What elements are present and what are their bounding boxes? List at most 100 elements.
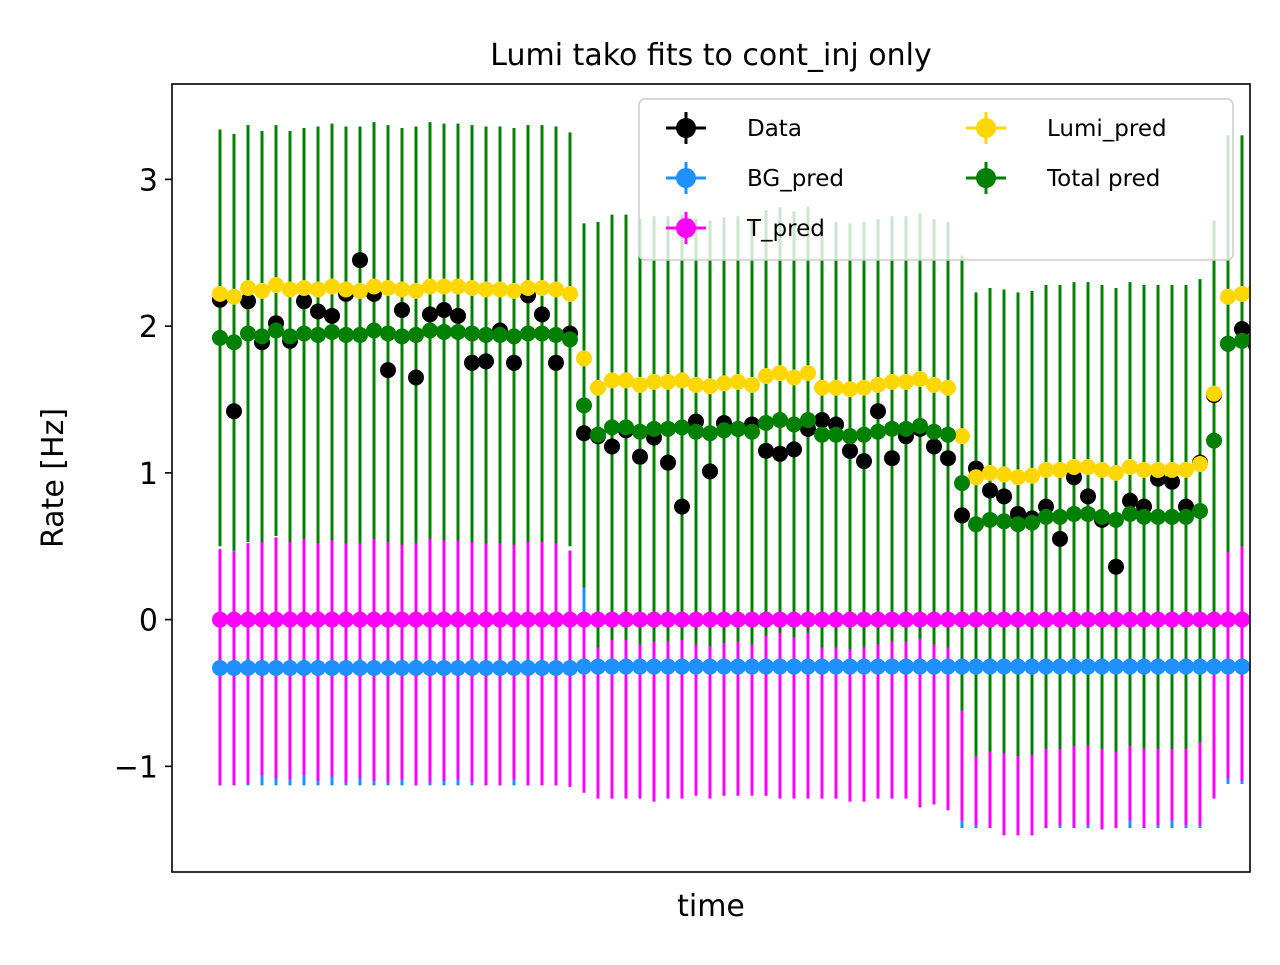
data-point [464, 354, 480, 371]
lumi-pred-point [940, 379, 956, 396]
data-point [226, 403, 242, 420]
bg-pred-point [1024, 658, 1040, 675]
bg-pred-point [716, 658, 732, 675]
total-pred-point [492, 326, 508, 343]
bg-pred-point [1066, 658, 1082, 675]
bg-pred-point [226, 660, 242, 677]
lumi-pred-point [366, 278, 382, 295]
t-pred-point [926, 611, 942, 628]
lumi-pred-point [450, 278, 466, 295]
data-point [324, 307, 340, 324]
bg-pred-point [814, 658, 830, 675]
bg-pred-point [884, 658, 900, 675]
lumi-pred-point [576, 350, 592, 367]
total-pred-point [744, 423, 760, 440]
data-point [842, 442, 858, 459]
t-pred-point [1234, 611, 1250, 628]
lumi-pred-point [408, 282, 424, 299]
bg-pred-point [688, 658, 704, 675]
t-pred-point [506, 611, 522, 628]
bg-pred-point [1164, 658, 1180, 675]
total-pred-point [324, 323, 340, 340]
lumi-pred-point [604, 372, 620, 389]
y-tick-label: 0 [139, 604, 158, 639]
lumi-pred-point [1122, 458, 1138, 475]
bg-pred-point [422, 660, 438, 677]
total-pred-point [772, 412, 788, 429]
t-pred-point [660, 611, 676, 628]
t-pred-point [954, 611, 970, 628]
bg-pred-point [520, 660, 536, 677]
bg-pred-point [604, 658, 620, 675]
bg-pred-point [744, 658, 760, 675]
bg-pred-points [212, 658, 1250, 677]
total-pred-point [786, 416, 802, 433]
bg-pred-point [1220, 658, 1236, 675]
t-pred-point [408, 611, 424, 628]
lumi-pred-point [1010, 469, 1026, 486]
t-pred-point [842, 611, 858, 628]
data-point [1234, 321, 1250, 338]
bg-pred-point [534, 660, 550, 677]
t-pred-point [772, 611, 788, 628]
total-pred-point [310, 326, 326, 343]
lumi-pred-point [982, 464, 998, 481]
lumi-pred-point [1164, 461, 1180, 478]
t-pred-point [1192, 611, 1208, 628]
data-point [1164, 473, 1180, 490]
total-pred-point [856, 426, 872, 443]
t-pred-point [562, 611, 578, 628]
total-pred-point [422, 322, 438, 339]
bg-pred-point [660, 658, 676, 675]
bg-pred-point [828, 658, 844, 675]
bg-pred-point [268, 660, 284, 677]
t-pred-point [282, 611, 298, 628]
data-point [478, 353, 494, 370]
data-point [576, 425, 592, 442]
t-pred-point [786, 611, 802, 628]
t-pred-point [268, 611, 284, 628]
bg-pred-point [632, 658, 648, 675]
lumi-pred-point [968, 469, 984, 486]
lumi-pred-point [884, 373, 900, 390]
bg-pred-point [1108, 658, 1124, 675]
bg-pred-point [590, 658, 606, 675]
chart-title: Lumi tako fits to cont_inj only [490, 38, 931, 73]
lumi-pred-point [688, 376, 704, 393]
lumi-pred-point [1150, 461, 1166, 478]
lumi-pred-point [954, 428, 970, 445]
t-pred-point [366, 611, 382, 628]
total-pred-point [912, 417, 928, 434]
t-pred-point [436, 611, 452, 628]
t-pred-point [688, 611, 704, 628]
t-pred-point [968, 611, 984, 628]
lumi-pred-point [562, 285, 578, 302]
data-point [380, 362, 396, 379]
legend-label: Total pred [1046, 166, 1160, 192]
t-pred-point [912, 611, 928, 628]
lumi-pred-point [352, 282, 368, 299]
t-pred-point [1038, 611, 1054, 628]
total-pred-point [548, 326, 564, 343]
lumi-pred-point [926, 376, 942, 393]
lumi-pred-point [282, 281, 298, 298]
total-pred-point [212, 329, 228, 346]
data-point [996, 488, 1012, 505]
total-pred-point [562, 331, 578, 348]
t-pred-point [646, 611, 662, 628]
bg-pred-point [954, 658, 970, 675]
total-pred-point [884, 420, 900, 437]
bg-pred-point [324, 660, 340, 677]
bg-pred-point [408, 660, 424, 677]
bg-pred-point [730, 658, 746, 675]
lumi-pred-point [1192, 456, 1208, 473]
y-tick-label: 1 [139, 457, 158, 492]
total-pred-point [450, 323, 466, 340]
t-pred-point [940, 611, 956, 628]
lumi-pred-point [856, 379, 872, 396]
bg-pred-point [562, 660, 578, 677]
lumi-pred-point [1052, 461, 1068, 478]
bg-pred-point [1122, 658, 1138, 675]
t-pred-point [254, 611, 270, 628]
bg-pred-point [436, 660, 452, 677]
